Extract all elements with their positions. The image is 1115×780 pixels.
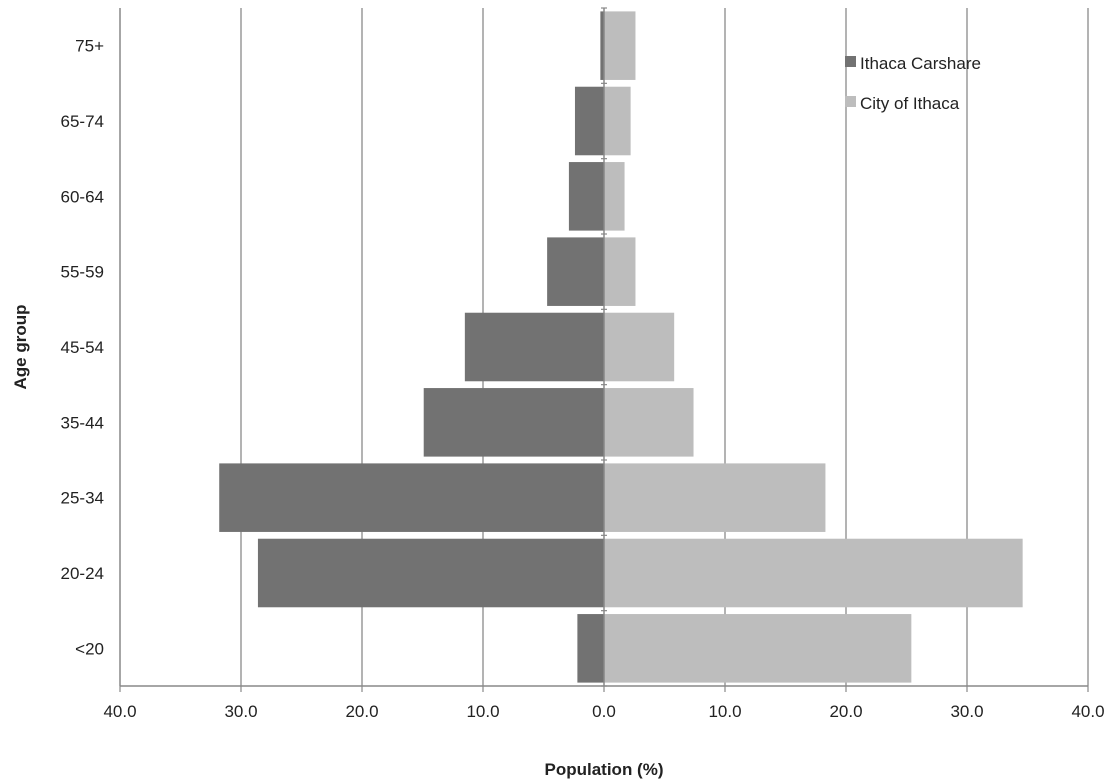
legend: Ithaca Carshare City of Ithaca — [845, 54, 981, 113]
bar-city-of-ithaca-55-59 — [604, 237, 636, 306]
legend-label-city-of-ithaca: City of Ithaca — [860, 94, 960, 113]
axes — [119, 7, 1089, 692]
y-tick-label: 45-54 — [61, 338, 104, 357]
bar-city-of-ithaca-25-34 — [604, 463, 826, 532]
legend-swatch-ithaca-carshare — [845, 56, 856, 67]
bar-ithaca-carshare-under-20 — [577, 614, 604, 683]
bar-city-of-ithaca-35-44 — [604, 388, 694, 457]
bar-ithaca-carshare-25-34 — [219, 463, 604, 532]
bar-ithaca-carshare-75 — [600, 11, 604, 80]
bar-ithaca-carshare-35-44 — [423, 388, 604, 457]
x-tick-label: 10.0 — [466, 702, 499, 721]
y-tick-label: 35-44 — [61, 413, 104, 432]
bar-city-of-ithaca-20-24 — [604, 538, 1023, 608]
x-tick-label: 40.0 — [1071, 702, 1104, 721]
tick-labels: 40.0 30.0 20.0 10.0 0.0 10.0 20.0 30.0 40.0 <20 20… — [61, 37, 1105, 721]
legend-label-ithaca-carshare: Ithaca Carshare — [860, 54, 981, 73]
x-tick-label: 20.0 — [829, 702, 862, 721]
y-tick-label: 55-59 — [61, 263, 104, 282]
bars — [219, 11, 1023, 683]
y-tick-label: 25-34 — [61, 489, 104, 508]
y-axis-title: Age group — [11, 305, 30, 390]
bar-city-of-ithaca-under-20 — [604, 614, 912, 683]
x-axis-title: Population (%) — [545, 760, 664, 779]
y-tick-label: <20 — [75, 639, 104, 658]
bar-city-of-ithaca-65-74 — [604, 86, 631, 156]
bar-city-of-ithaca-60-64 — [604, 162, 625, 231]
x-tick-label: 0.0 — [592, 702, 616, 721]
bar-ithaca-carshare-65-74 — [574, 86, 604, 156]
y-tick-label: 65-74 — [61, 112, 104, 131]
bar-ithaca-carshare-55-59 — [547, 237, 604, 306]
bar-ithaca-carshare-60-64 — [568, 162, 604, 231]
x-tick-label: 10.0 — [708, 702, 741, 721]
bar-ithaca-carshare-45-54 — [464, 312, 604, 382]
y-tick-label: 20-24 — [61, 564, 104, 583]
legend-swatch-city-of-ithaca — [845, 96, 856, 107]
y-tick-label: 60-64 — [61, 187, 104, 206]
x-tick-label: 30.0 — [224, 702, 257, 721]
bar-city-of-ithaca-45-54 — [604, 312, 675, 382]
bar-city-of-ithaca-75 — [604, 11, 636, 80]
x-tick-label: 30.0 — [950, 702, 983, 721]
y-tick-label: 75+ — [75, 37, 104, 56]
x-tick-label: 20.0 — [345, 702, 378, 721]
x-tick-label: 40.0 — [103, 702, 136, 721]
bar-ithaca-carshare-20-24 — [257, 538, 604, 608]
